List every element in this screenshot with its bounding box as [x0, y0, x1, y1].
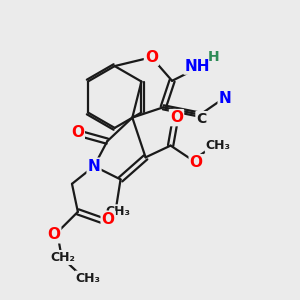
Text: O: O	[47, 227, 60, 242]
Text: CH₃: CH₃	[76, 272, 101, 285]
Text: C: C	[196, 112, 207, 126]
Text: O: O	[190, 155, 203, 170]
Text: NH: NH	[184, 58, 210, 74]
Text: O: O	[102, 212, 115, 227]
Text: O: O	[71, 125, 84, 140]
Text: CH₂: CH₂	[51, 251, 76, 264]
Text: N: N	[219, 91, 232, 106]
Text: CH₃: CH₃	[105, 205, 130, 218]
Text: CH₃: CH₃	[206, 139, 231, 152]
Text: H: H	[208, 50, 219, 64]
Text: O: O	[145, 50, 158, 65]
Text: O: O	[170, 110, 183, 125]
Text: N: N	[88, 159, 100, 174]
